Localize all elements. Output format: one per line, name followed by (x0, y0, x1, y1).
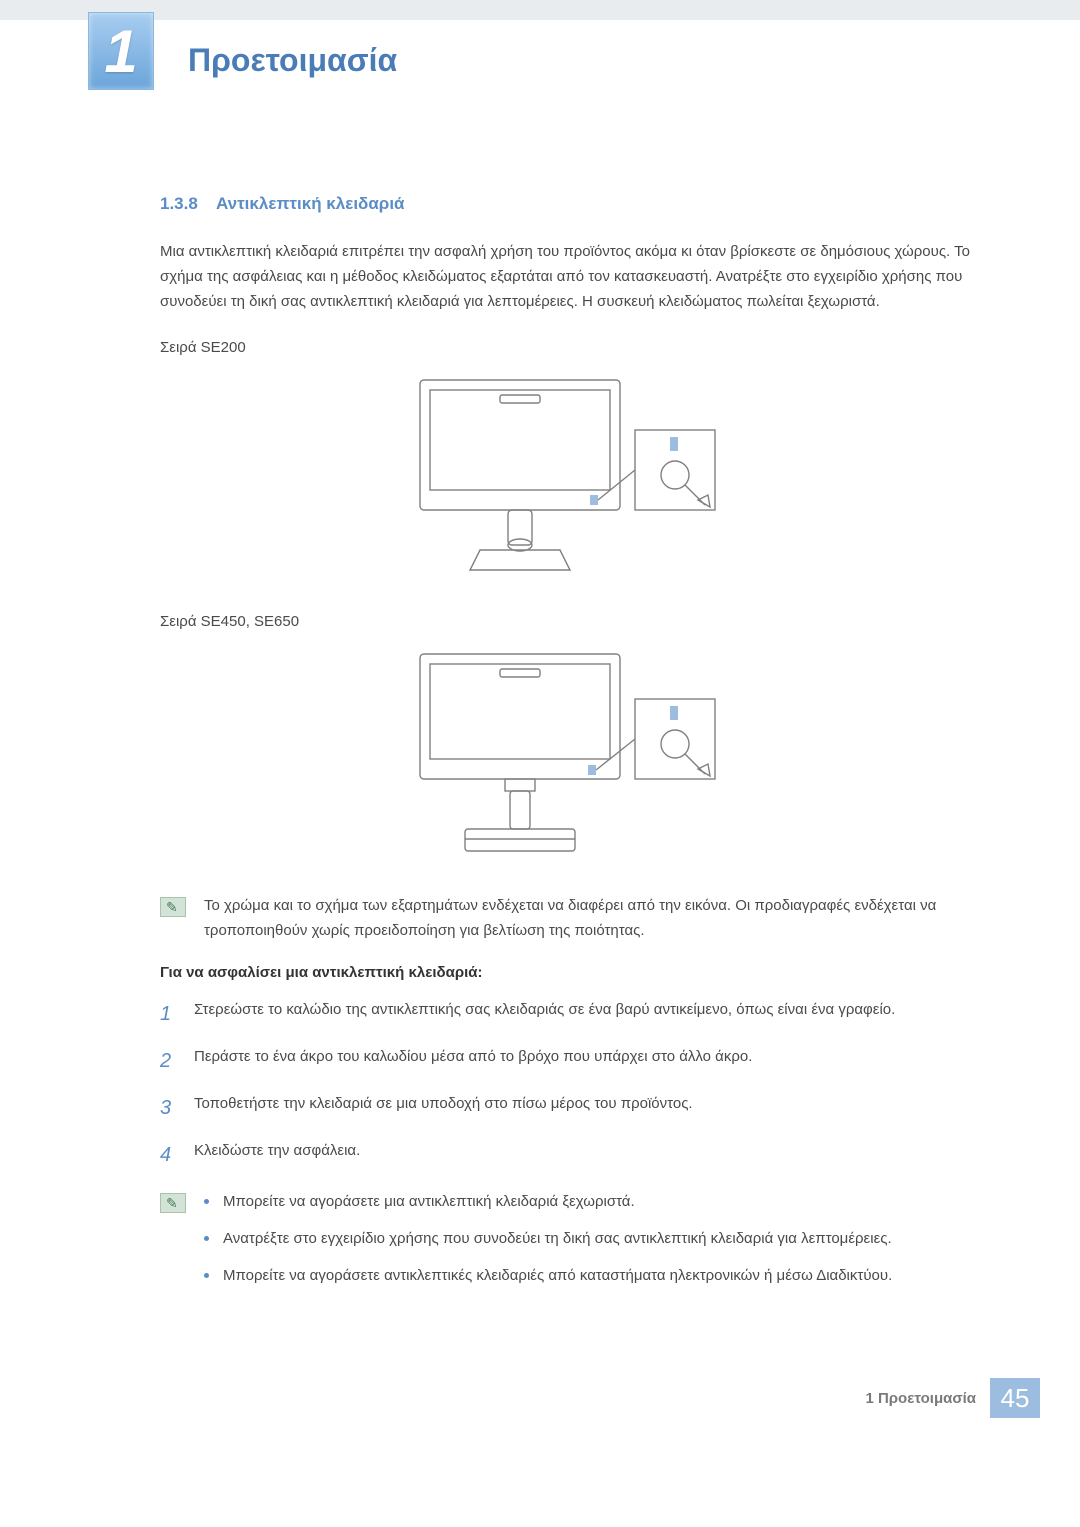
bullet-3-text: Μπορείτε να αγοράσετε αντικλεπτικές κλει… (223, 1264, 892, 1289)
diagram-se200 (160, 375, 980, 580)
note-2: Μπορείτε να αγοράσετε μια αντικλεπτική κ… (160, 1190, 980, 1300)
chapter-title: Προετοιμασία (188, 42, 397, 79)
lock-steps-heading: Για να ασφαλίσει μια αντικλεπτική κλειδα… (160, 961, 980, 986)
step-2-number: 2 (160, 1045, 178, 1078)
monitor-illustration-se450 (410, 649, 730, 864)
bullet-icon (204, 1199, 209, 1204)
step-2: 2 Περάστε το ένα άκρο του καλωδίου μέσα … (160, 1045, 980, 1078)
chapter-badge: 1 (88, 12, 154, 90)
step-1-text: Στερεώστε το καλώδιο της αντικλεπτικής σ… (194, 998, 980, 1023)
series-se200-label: Σειρά SE200 (160, 336, 980, 361)
step-1-number: 1 (160, 998, 178, 1031)
bullet-icon (204, 1236, 209, 1241)
monitor-illustration-se200 (410, 375, 730, 580)
step-3-text: Τοποθετήστε την κλειδαριά σε μια υποδοχή… (194, 1092, 980, 1117)
intro-paragraph: Μια αντικλεπτική κλειδαριά επιτρέπει την… (160, 240, 980, 314)
footer-chapter-text: 1 Προετοιμασία (865, 1390, 976, 1407)
diagram-se450 (160, 649, 980, 864)
header: 1 Προετοιμασία (0, 20, 1080, 110)
footer: 1 Προετοιμασία 45 (0, 1358, 1080, 1438)
chapter-number: 1 (104, 17, 137, 86)
section-number: 1.3.8 (160, 194, 198, 213)
pencil-note-icon (160, 897, 186, 917)
section-heading: 1.3.8 Αντικλεπτική κλειδαριά (160, 190, 980, 218)
top-bar (0, 0, 1080, 20)
list-item: Μπορείτε να αγοράσετε μια αντικλεπτική κ… (204, 1190, 980, 1215)
note-1: Το χρώμα και το σχήμα των εξαρτημάτων εν… (160, 894, 980, 944)
bullet-1-text: Μπορείτε να αγοράσετε μια αντικλεπτική κ… (223, 1190, 635, 1215)
step-3: 3 Τοποθετήστε την κλειδαριά σε μια υποδο… (160, 1092, 980, 1125)
step-1: 1 Στερεώστε το καλώδιο της αντικλεπτικής… (160, 998, 980, 1031)
list-item: Ανατρέξτε στο εγχειρίδιο χρήσης που συνο… (204, 1227, 980, 1252)
step-2-text: Περάστε το ένα άκρο του καλωδίου μέσα απ… (194, 1045, 980, 1070)
list-item: Μπορείτε να αγοράσετε αντικλεπτικές κλει… (204, 1264, 980, 1289)
bullet-icon (204, 1273, 209, 1278)
bullet-2-text: Ανατρέξτε στο εγχειρίδιο χρήσης που συνο… (223, 1227, 892, 1252)
step-4-text: Κλειδώστε την ασφάλεια. (194, 1139, 980, 1164)
main-content: 1.3.8 Αντικλεπτική κλειδαριά Μια αντικλε… (0, 110, 1080, 1358)
section-title: Αντικλεπτική κλειδαριά (216, 194, 405, 213)
note-1-text: Το χρώμα και το σχήμα των εξαρτημάτων εν… (204, 894, 980, 944)
page-number-badge: 45 (990, 1378, 1040, 1418)
step-4-number: 4 (160, 1139, 178, 1172)
step-4: 4 Κλειδώστε την ασφάλεια. (160, 1139, 980, 1172)
note-2-bullets: Μπορείτε να αγοράσετε μια αντικλεπτική κ… (204, 1190, 980, 1300)
step-3-number: 3 (160, 1092, 178, 1125)
pencil-note-icon (160, 1193, 186, 1213)
series-se450-label: Σειρά SE450, SE650 (160, 610, 980, 635)
